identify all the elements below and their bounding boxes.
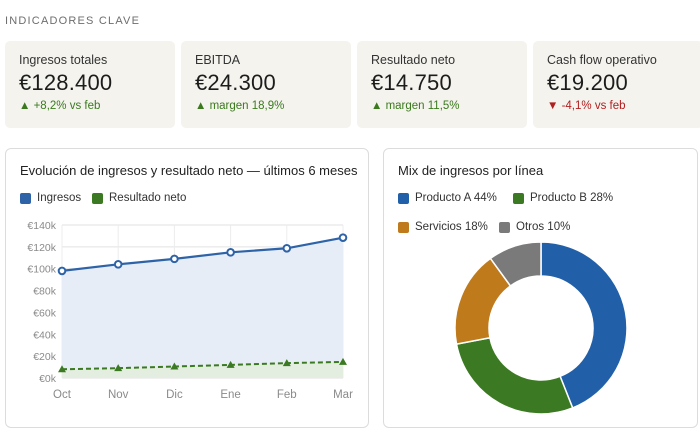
legend-label: Otros 10% [516, 221, 571, 233]
kpi-label: Cash flow operativo [547, 53, 657, 67]
y-tick-label: €120k [27, 242, 56, 254]
legend-swatch-ingresos [20, 192, 31, 204]
ingresos-area [62, 237, 343, 378]
kpi-value: €14.750 [371, 70, 452, 95]
ingresos-line [61, 236, 344, 272]
y-tick-label: €40k [33, 329, 57, 341]
kpi-card-ebitda[interactable]: EBITDA €24.300 ▲ margen 18,9% [181, 41, 351, 128]
section-title: INDICADORES CLAVE [5, 15, 141, 27]
legend-producto-b[interactable]: Producto B 28% [513, 192, 613, 204]
slice-producto-b [455, 336, 574, 415]
legend-label: Producto A 44% [415, 192, 497, 204]
ingresos-point [113, 260, 123, 269]
legend-servicios[interactable]: Servicios 18% [398, 221, 488, 233]
legend-label: Resultado neto [109, 192, 187, 204]
kpi-label: Resultado neto [371, 53, 456, 67]
kpi-label: EBITDA [195, 53, 241, 67]
legend-ingresos[interactable]: Ingresos [20, 192, 81, 204]
line-chart-title: Evolución de ingresos y resultado neto —… [20, 163, 358, 178]
resultado-neto-point [339, 357, 347, 365]
line-chart-card: Evolución de ingresos y resultado neto —… [5, 148, 369, 428]
x-tick-label: Dic [166, 389, 183, 401]
resultado-neto-area [62, 361, 343, 378]
kpi-label: Ingresos totales [19, 53, 108, 67]
y-tick-label: €60k [33, 307, 57, 319]
resultado-neto-point [226, 360, 235, 368]
slice-otros [489, 241, 542, 287]
ingresos-point [170, 254, 179, 264]
donut-chart-card: Mix de ingresos por línea Producto A 44%… [383, 148, 698, 428]
y-tick-label: €140k [27, 220, 56, 232]
legend-label: Ingresos [37, 192, 82, 204]
legend-swatch-otros [499, 221, 510, 233]
kpi-delta: ▲ margen 11,5% [371, 100, 460, 112]
y-tick-label: €100k [27, 264, 56, 276]
legend-label: Producto B 28% [530, 192, 614, 204]
resultado-neto-point [114, 364, 123, 372]
kpi-delta: ▼ -4,1% vs feb [547, 100, 626, 112]
donut-chart [454, 241, 628, 415]
legend-otros[interactable]: Otros 10% [499, 221, 570, 233]
legend-swatch-producto-b [513, 192, 524, 204]
donut-chart-title: Mix de ingresos por línea [398, 163, 544, 178]
y-tick-label: €20k [33, 351, 57, 363]
kpi-value: €24.300 [195, 70, 276, 95]
line-chart: €0k €20k €40k €60k €80k €100k €120k €140k Oct Nov… [27, 220, 353, 401]
kpi-value: €128.400 [19, 70, 113, 95]
kpi-delta: ▲ +8,2% vs feb [19, 100, 101, 112]
legend-swatch-servicios [398, 221, 409, 233]
ingresos-point [57, 266, 67, 276]
legend-label: Servicios 18% [415, 221, 488, 233]
legend-swatch-resultado-neto [92, 192, 103, 204]
resultado-neto-point [170, 362, 179, 370]
kpi-card-ingresos[interactable]: Ingresos totales €128.400 ▲ +8,2% vs feb [5, 41, 175, 128]
legend-swatch-producto-a [398, 192, 409, 204]
y-tick-label: €80k [33, 286, 57, 298]
x-tick-label: Nov [108, 389, 129, 401]
resultado-neto-line [61, 360, 344, 371]
kpi-value: €19.200 [547, 70, 628, 95]
x-tick-label: Ene [220, 389, 240, 401]
legend-producto-a[interactable]: Producto A 44% [398, 192, 497, 204]
y-tick-label: €0k [39, 373, 57, 385]
slice-producto-a [540, 241, 628, 409]
legend-resultado-neto[interactable]: Resultado neto [92, 192, 186, 204]
x-tick-label: Mar [333, 389, 353, 401]
kpi-delta: ▲ margen 18,9% [195, 100, 285, 112]
x-tick-label: Oct [53, 389, 72, 401]
ingresos-point [282, 243, 292, 253]
ingresos-point [226, 248, 235, 257]
x-tick-label: Feb [277, 389, 297, 401]
resultado-neto-point [58, 365, 66, 373]
kpi-card-resultado-neto[interactable]: Resultado neto €14.750 ▲ margen 11,5% [357, 41, 527, 128]
ingresos-point [338, 233, 348, 242]
kpi-card-cash-flow[interactable]: Cash flow operativo €19.200 ▼ -4,1% vs f… [533, 41, 700, 128]
resultado-neto-point [282, 359, 291, 367]
